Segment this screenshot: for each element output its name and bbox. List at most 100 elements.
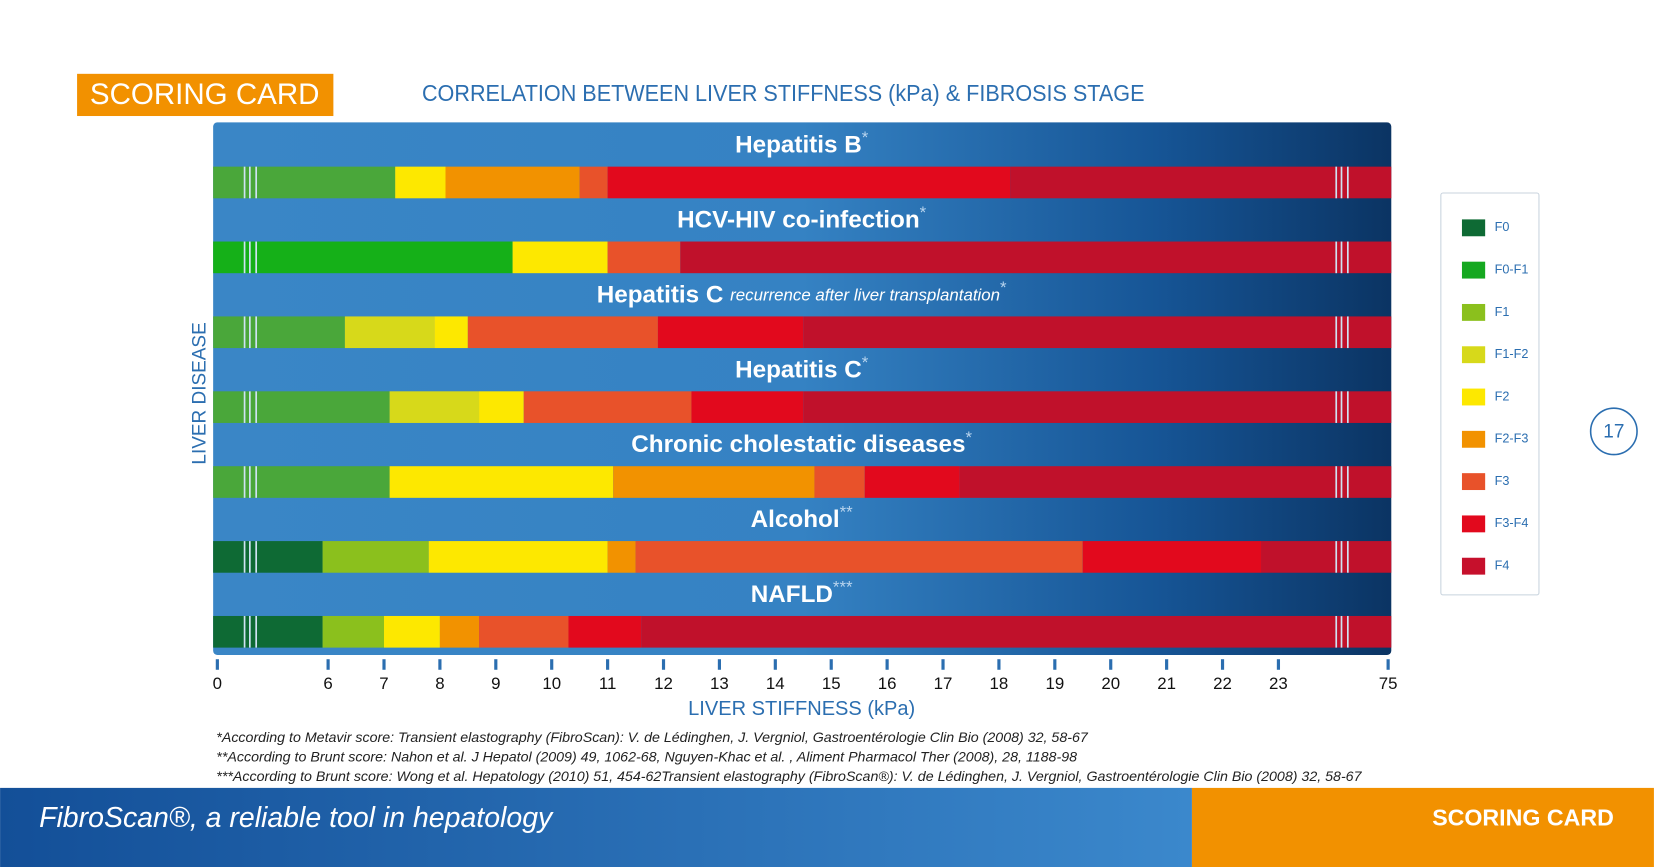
stage-segment xyxy=(523,391,692,423)
axis-break xyxy=(249,541,251,573)
axis-break xyxy=(249,391,251,423)
footer-right xyxy=(1191,787,1654,867)
axis-break xyxy=(255,241,258,274)
footer-tagline: FibroScan®, a reliable tool in hepatolog… xyxy=(39,802,554,834)
row-label-text: Hepatitis C xyxy=(597,282,724,309)
axis-break xyxy=(243,541,246,573)
legend-label: F3-F4 xyxy=(1495,516,1529,530)
row-marker: ** xyxy=(840,503,854,522)
x-tick-label: 19 xyxy=(1045,674,1064,693)
stage-segment xyxy=(657,316,804,349)
axis-break xyxy=(249,241,251,274)
axis-break xyxy=(243,615,246,648)
axis-break xyxy=(1335,615,1338,648)
legend-label: F2-F3 xyxy=(1495,432,1529,446)
stage-segment xyxy=(641,615,1392,648)
stage-segment xyxy=(213,615,323,648)
stage-segment xyxy=(1261,541,1392,573)
x-tick-label: 16 xyxy=(878,674,897,693)
row-label: Hepatitis C* xyxy=(735,353,869,383)
x-tick-label: 10 xyxy=(542,674,561,693)
x-tick-label: 75 xyxy=(1379,674,1398,693)
row-label-text: Hepatitis C xyxy=(735,357,862,384)
axis-break xyxy=(1335,316,1338,349)
stage-segment xyxy=(434,316,468,349)
x-tick-label: 22 xyxy=(1213,674,1232,693)
axis-break xyxy=(1346,166,1349,199)
row-label-text: Hepatitis B xyxy=(735,132,862,159)
legend-label: F2 xyxy=(1495,389,1510,403)
stage-segment xyxy=(959,466,1392,498)
row-label: HCV-HIV co-infection* xyxy=(677,204,927,234)
chart-title: CORRELATION BETWEEN LIVER STIFFNESS (kPa… xyxy=(422,80,1145,106)
axis-break xyxy=(243,241,246,274)
axis-break xyxy=(1346,316,1349,349)
legend-swatch xyxy=(1461,388,1486,406)
stage-segment xyxy=(428,541,608,573)
stage-segment xyxy=(864,466,960,498)
axis-break xyxy=(243,391,246,423)
x-tick xyxy=(438,659,442,670)
footnote: **According to Brunt score: Nahon et al.… xyxy=(216,750,1077,766)
legend-label: F1-F2 xyxy=(1495,347,1529,361)
legend-swatch xyxy=(1461,473,1486,491)
stage-segment xyxy=(607,241,681,274)
row-label-text: Alcohol xyxy=(751,506,840,533)
axis-break xyxy=(243,466,246,498)
axis-break xyxy=(1346,391,1349,423)
axis-break xyxy=(1340,316,1343,349)
x-tick-label: 0 xyxy=(213,674,222,693)
row-label: Hepatitis B* xyxy=(735,129,869,159)
stage-segment xyxy=(213,541,323,573)
row-label: Chronic cholestatic diseases* xyxy=(631,428,972,458)
row-label: Hepatitis C recurrence after liver trans… xyxy=(597,278,1007,308)
x-tick xyxy=(326,659,330,670)
legend-label: F0 xyxy=(1495,220,1510,234)
stage-segment xyxy=(568,615,642,648)
stage-segment xyxy=(635,541,1083,573)
axis-break xyxy=(1335,466,1338,498)
legend-swatch xyxy=(1461,430,1486,448)
axis-break xyxy=(1335,241,1338,274)
x-tick-label: 12 xyxy=(654,674,673,693)
stage-segment xyxy=(322,615,385,648)
stage-segment xyxy=(803,391,1392,423)
x-tick-label: 11 xyxy=(599,674,617,693)
axis-break xyxy=(255,615,258,648)
x-tick-label: 9 xyxy=(491,674,500,693)
x-tick-label: 13 xyxy=(710,674,729,693)
axis-break xyxy=(243,316,246,349)
page-number-circle xyxy=(1589,407,1638,456)
legend-label: F0-F1 xyxy=(1495,262,1529,276)
footer-left xyxy=(0,787,1192,867)
x-tick-label: 20 xyxy=(1101,674,1120,693)
stage-segment xyxy=(213,316,345,349)
axis-break xyxy=(1340,241,1343,274)
axis-break xyxy=(1346,466,1349,498)
legend-label: F3 xyxy=(1495,474,1510,488)
x-tick xyxy=(773,659,777,670)
axis-break xyxy=(1340,466,1343,498)
stage-segment xyxy=(445,166,580,199)
stage-segment xyxy=(439,615,480,648)
row-marker: * xyxy=(920,204,927,223)
stage-segment xyxy=(479,615,569,648)
x-tick-label: 15 xyxy=(822,674,841,693)
stage-segment xyxy=(389,466,614,498)
x-tick xyxy=(1109,659,1113,670)
x-tick xyxy=(550,659,554,670)
x-tick-label: 8 xyxy=(435,674,444,693)
row-marker: * xyxy=(862,353,869,372)
legend-box xyxy=(1440,192,1540,596)
x-tick xyxy=(1386,659,1390,670)
x-tick xyxy=(382,659,386,670)
row-label: Alcohol** xyxy=(751,503,853,533)
row-label: NAFLD*** xyxy=(751,578,853,608)
badge-box xyxy=(77,73,334,117)
x-tick-label: 21 xyxy=(1157,674,1176,693)
stage-segment xyxy=(384,615,440,648)
page-number: 17 xyxy=(1603,421,1624,442)
x-tick xyxy=(829,659,833,670)
legend-swatch xyxy=(1461,219,1486,237)
